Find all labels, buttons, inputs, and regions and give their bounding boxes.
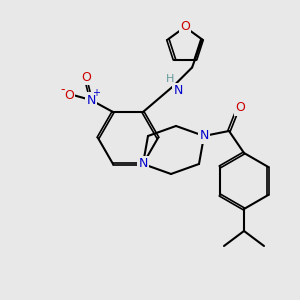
Text: O: O (235, 101, 245, 115)
Text: N: N (138, 158, 148, 170)
Text: N: N (199, 130, 209, 142)
Text: -: - (61, 83, 65, 97)
Text: O: O (180, 20, 190, 34)
Text: H: H (166, 74, 174, 84)
Text: N: N (86, 94, 96, 106)
Text: O: O (81, 70, 91, 83)
Text: O: O (64, 88, 74, 101)
Text: +: + (92, 88, 100, 98)
Text: N: N (173, 84, 183, 97)
